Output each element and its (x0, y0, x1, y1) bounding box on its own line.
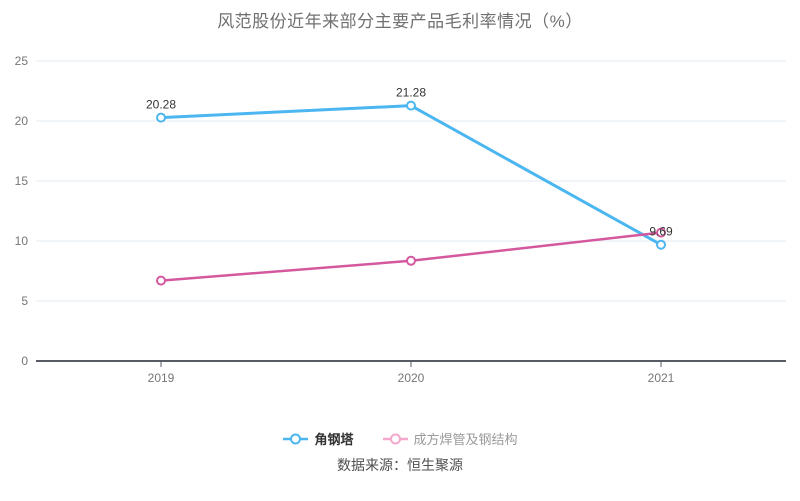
y-axis-tick-label: 15 (15, 174, 29, 188)
y-axis-tick-label: 25 (15, 54, 29, 68)
legend: 角钢塔 成方焊管及钢结构 (0, 429, 800, 448)
y-axis-tick-label: 0 (21, 354, 28, 368)
legend-item-1[interactable]: 成方焊管及钢结构 (382, 429, 518, 448)
series-point-0-2[interactable] (656, 239, 666, 250)
series-point-0-1[interactable] (406, 100, 416, 111)
chart-title: 风范股份近年来部分主要产品毛利率情况（%） (217, 12, 583, 31)
legend-item-0[interactable]: 角钢塔 (282, 429, 354, 448)
series-point-1-1[interactable] (406, 255, 416, 266)
data-label-0-0: 20.28 (146, 98, 176, 112)
data-label-0-2: 9.69 (649, 225, 673, 239)
legend-label: 成方焊管及钢结构 (413, 432, 518, 447)
y-axis-tick-label: 5 (21, 294, 28, 308)
x-axis-tick-label: 2021 (648, 371, 675, 385)
series-point-1-2[interactable] (656, 227, 666, 238)
legend-line-marker-icon (382, 433, 408, 444)
y-axis-tick-label: 20 (15, 114, 29, 128)
legend-line-marker-icon (283, 433, 309, 444)
line-chart-canvas: 0 5 10 15 20 25 2019 2020 2021 20.28 21.28 9.69 (15, 54, 786, 385)
legend-label: 角钢塔 (314, 432, 354, 447)
series-line-0 (159, 104, 663, 247)
data-label-0-1: 21.28 (396, 86, 426, 100)
series-point-1-0[interactable] (156, 275, 166, 286)
x-axis-tick-label: 2019 (148, 371, 175, 385)
data-source-note: 数据来源：恒生聚源 (337, 457, 463, 473)
series-point-0-0[interactable] (156, 112, 166, 123)
x-axis-tick-label: 2020 (398, 371, 425, 385)
y-axis-tick-label: 10 (15, 234, 29, 248)
